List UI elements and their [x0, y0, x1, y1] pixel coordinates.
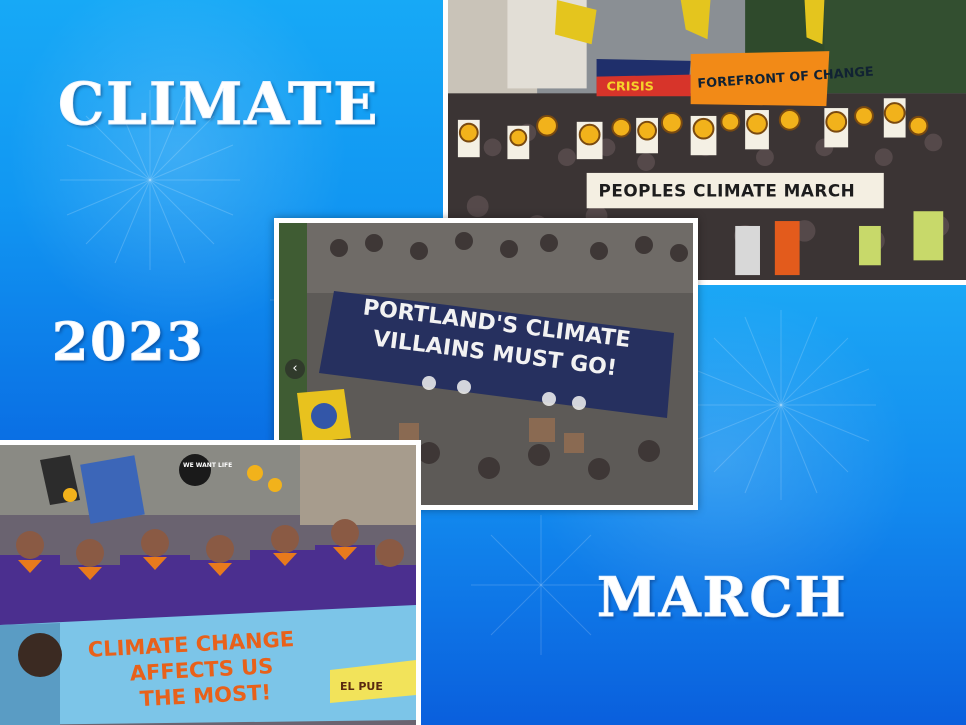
title-word-climate: CLIMATE	[57, 70, 380, 139]
photo-peoples-climate-march: CRISIS FOREFRONT OF CHANGE PEOPLES CLIMA…	[443, 0, 966, 285]
carousel-prev-button[interactable]: ‹	[285, 359, 305, 379]
title-word-year: 2023	[52, 312, 205, 374]
photo-climate-change-affects-us: WE WANT LIFE CLIMATE CHANGE AFFECTS US T…	[0, 440, 421, 725]
march-photo-scene: CRISIS FOREFRONT OF CHANGE PEOPLES CLIMA…	[448, 0, 966, 280]
sign-we-want-life: WE WANT LIFE	[183, 462, 232, 469]
banner-crisis-text: CRISIS	[606, 79, 653, 94]
firework-pattern	[471, 310, 876, 655]
banner-peoples-climate-march: PEOPLES CLIMATE MARCH	[599, 181, 856, 201]
banner-el-pue-tag: EL PUE	[340, 680, 383, 693]
title-word-march: MARCH	[597, 565, 848, 630]
youth-march-photo-scene: WE WANT LIFE CLIMATE CHANGE AFFECTS US T…	[0, 445, 416, 725]
